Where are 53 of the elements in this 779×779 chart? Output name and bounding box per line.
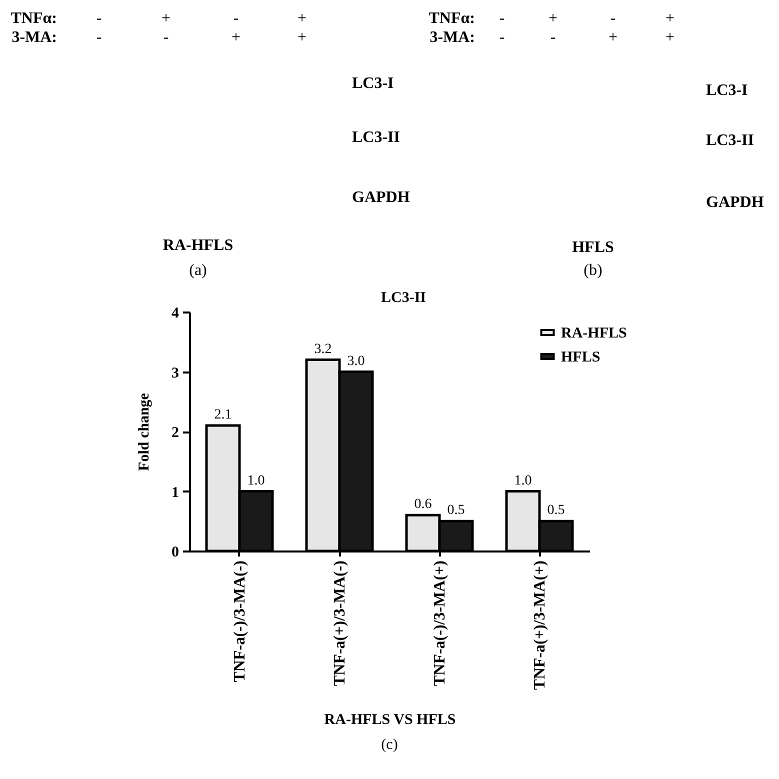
data-label: 0.6 <box>414 497 432 512</box>
data-label: 3.0 <box>347 354 365 369</box>
chart-title: LC3-II <box>380 290 426 306</box>
text: TNFα: <box>10 10 57 27</box>
legend-label: HFLS <box>561 350 600 366</box>
text: GAPDH <box>352 189 410 206</box>
text: LC3-II <box>706 132 754 149</box>
text: + <box>608 29 618 46</box>
text: GAPDH <box>706 194 764 211</box>
text: + <box>297 10 307 27</box>
x-tick-label: TNF-a(-)/3-MA(+) <box>432 560 448 686</box>
y-tick-label: 4 <box>172 306 180 322</box>
x-axis-title: RA-HFLS VS HFLS <box>324 712 456 728</box>
text: + <box>297 29 307 46</box>
data-label: 2.1 <box>214 408 232 423</box>
text: 3-MA: <box>12 29 57 46</box>
data-label: 3.2 <box>314 342 332 357</box>
text: - <box>96 29 102 46</box>
text: - <box>550 29 556 46</box>
text: LC3-I <box>352 75 394 92</box>
data-label: 1.0 <box>514 473 532 488</box>
text: + <box>665 10 675 27</box>
text: - <box>163 29 169 46</box>
text: + <box>161 10 171 27</box>
text: - <box>610 10 616 27</box>
text: HFLS <box>572 239 614 256</box>
y-tick-label: 1 <box>172 484 179 501</box>
text: + <box>665 29 675 46</box>
y-axis-title: Fold change <box>136 392 152 471</box>
text: - <box>499 10 505 27</box>
text: - <box>96 10 102 27</box>
text: + <box>231 29 241 46</box>
text: - <box>499 29 505 46</box>
x-tick-label: TNF-a(+)/3-MA(+) <box>532 560 548 690</box>
y-tick-label: 0 <box>172 544 179 560</box>
text: 3-MA: <box>430 29 475 46</box>
legend-label: RA-HFLS <box>561 326 627 342</box>
data-label: 1.0 <box>247 473 265 488</box>
text: LC3-II <box>352 129 400 146</box>
text: + <box>548 10 558 27</box>
x-tick-label: TNF-a(-)/3-MA(-) <box>232 560 248 682</box>
text: RA-HFLS <box>162 237 234 254</box>
text: (c) <box>381 737 398 753</box>
y-tick-label: 3 <box>172 365 179 382</box>
text: (a) <box>189 262 207 279</box>
text: (b) <box>584 262 602 279</box>
y-tick-label: 2 <box>172 425 179 441</box>
text: - <box>233 10 239 27</box>
x-tick-label: TNF-a(+)/3-MA(-) <box>332 560 348 686</box>
data-label: 0.5 <box>447 503 465 518</box>
text: LC3-I <box>706 82 748 99</box>
text: TNFα: <box>428 10 475 27</box>
data-label: 0.5 <box>547 503 565 518</box>
